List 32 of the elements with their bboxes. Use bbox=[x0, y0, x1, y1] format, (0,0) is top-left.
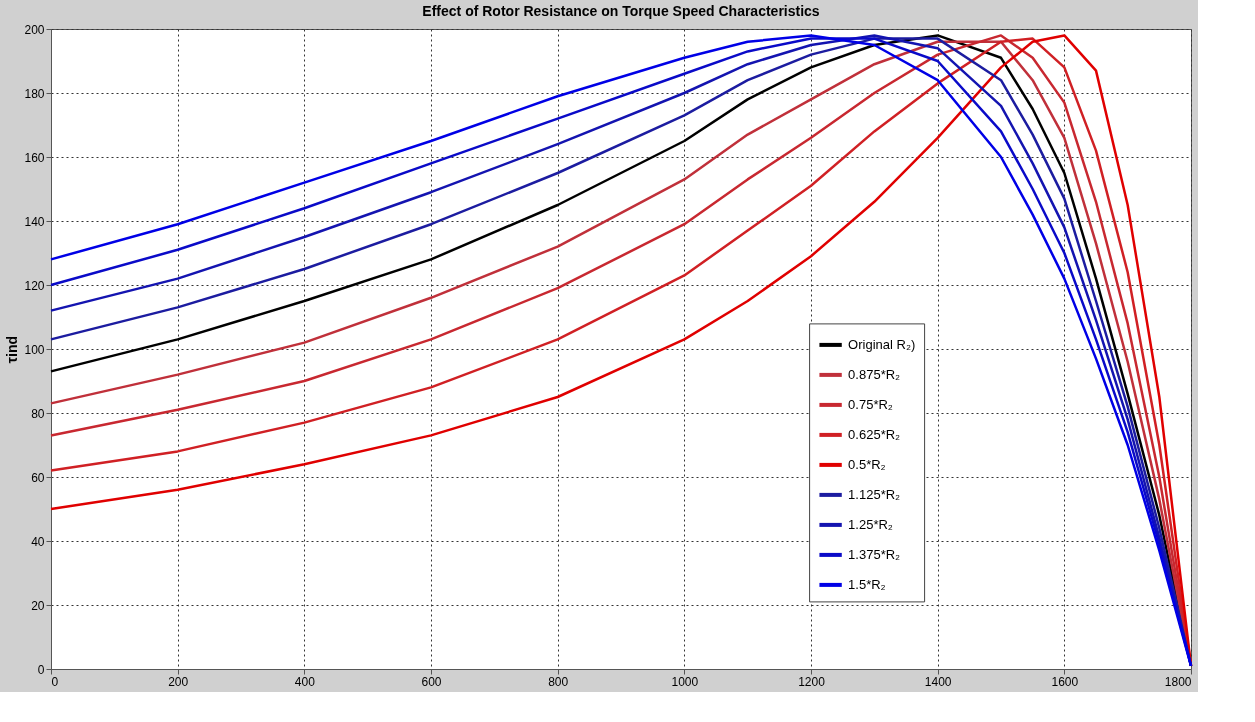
chart-title: Effect of Rotor Resistance on Torque Speed Characteristics bbox=[422, 3, 820, 19]
legend-label: 1.375*R₂ bbox=[848, 546, 901, 562]
legend-label: 0.625*R₂ bbox=[848, 426, 901, 442]
x-tick-label: 1600 bbox=[1051, 674, 1079, 689]
y-tick-label: 140 bbox=[24, 214, 45, 229]
legend-label: 0.5*R₂ bbox=[848, 456, 886, 472]
x-tick-label: 600 bbox=[421, 674, 442, 689]
y-tick-label: 160 bbox=[24, 150, 45, 165]
y-tick-label: 0 bbox=[37, 662, 45, 677]
x-tick-label: 400 bbox=[294, 674, 316, 689]
x-tick-label: 1200 bbox=[798, 674, 826, 689]
legend-label: 0.75*R₂ bbox=[848, 396, 893, 412]
legend-label: 1.25*R₂ bbox=[848, 516, 893, 532]
x-tick-label: 1000 bbox=[671, 674, 699, 689]
x-tick-label: 1400 bbox=[924, 674, 952, 689]
y-axis-title: τind bbox=[4, 335, 21, 364]
legend-label: Original R₂) bbox=[848, 336, 916, 352]
x-tick-label: 1800 bbox=[1164, 674, 1192, 689]
y-tick-label: 200 bbox=[24, 22, 45, 37]
legend-label: 1.5*R₂ bbox=[848, 576, 886, 592]
y-tick-label: 100 bbox=[24, 342, 45, 357]
y-tick-label: 20 bbox=[31, 598, 45, 613]
x-tick-label: 800 bbox=[548, 674, 569, 689]
legend-label: 1.125*R₂ bbox=[848, 486, 901, 502]
y-tick-label: 80 bbox=[31, 406, 45, 421]
y-tick-label: 40 bbox=[31, 534, 45, 549]
x-tick-label: 200 bbox=[168, 674, 189, 689]
y-tick-label: 180 bbox=[24, 86, 45, 101]
legend-label: 0.875*R₂ bbox=[848, 366, 901, 382]
y-tick-label: 120 bbox=[24, 278, 45, 293]
y-tick-label: 60 bbox=[31, 470, 45, 485]
x-tick-label: 0 bbox=[51, 674, 59, 689]
